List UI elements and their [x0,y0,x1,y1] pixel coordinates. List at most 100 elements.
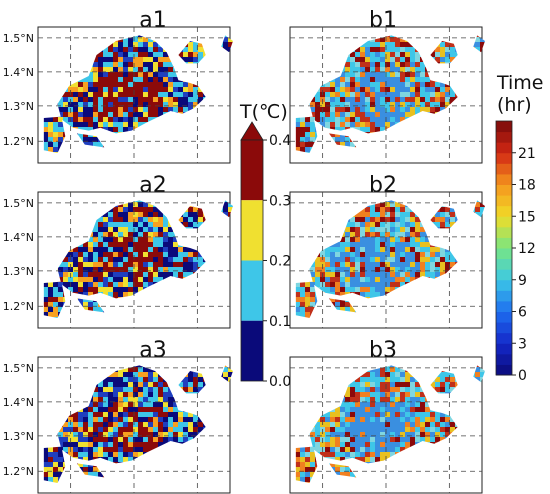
map-cell [103,227,108,232]
map-cell [148,277,153,282]
map-cell [158,237,163,242]
map-cell [405,107,410,112]
map-cell [123,67,128,72]
map-cell [295,282,300,287]
map-cell [158,82,163,87]
map-cell [108,392,113,397]
map-cell [133,42,138,47]
map-cell [103,222,108,227]
map-cell [370,247,375,252]
map-cell [415,232,420,237]
map-cell [193,47,198,52]
map-cell [153,387,158,392]
map-cell [58,127,63,132]
map-cell [83,117,88,122]
map-cell [118,417,123,422]
map-cell [108,52,113,57]
map-cell [138,47,143,52]
map-cell [345,117,350,122]
map-cell [395,272,400,277]
map-cell [450,222,455,227]
map-cell [173,422,178,427]
map-cell [340,72,345,77]
map-cell [445,97,450,102]
map-cell [375,67,380,72]
map-cell [385,282,390,287]
map-cell [83,82,88,87]
map-cell [430,87,435,92]
map-cell [375,97,380,102]
map-cell [143,117,148,122]
map-cell [153,67,158,72]
map-cell [335,292,340,297]
map-cell [410,252,415,257]
map-cell [108,247,113,252]
map-cell [330,97,335,102]
map-cell [385,227,390,232]
map-cell [83,247,88,252]
map-cell [143,392,148,397]
map-cell [188,247,193,252]
map-cell [183,417,188,422]
map-cell [118,382,123,387]
map-cell [108,122,113,127]
map-cell [340,252,345,257]
map-cell [420,77,425,82]
map-cell [183,92,188,97]
map-cell [380,292,385,297]
map-cell [188,267,193,272]
map-cell [148,82,153,87]
map-cell [410,102,415,107]
map-cell [48,287,53,292]
map-cell [445,87,450,92]
map-cell [138,102,143,107]
map-cell [43,132,48,137]
map-cell [325,287,330,292]
map-cell [43,127,48,132]
map-cell [58,307,63,312]
map-cell [133,372,138,377]
map-cell [173,242,178,247]
map-cell [390,212,395,217]
map-cell [183,267,188,272]
map-cell [138,242,143,247]
map-cell [340,117,345,122]
map-cell [355,217,360,222]
map-cell [143,402,148,407]
map-cell [335,107,340,112]
map-cell [380,267,385,272]
map-cell [88,307,93,312]
map-cell [168,227,173,232]
map-cell [108,242,113,247]
map-cell [88,107,93,112]
map-cell [153,372,158,377]
map-cell [305,152,310,154]
map-cell [78,412,83,417]
map-cell [350,107,355,112]
map-cell [445,207,450,212]
map-cell [168,257,173,262]
map-cell [375,222,380,227]
map-cell [93,402,98,407]
map-cell [198,222,203,227]
map-cell [163,217,168,222]
map-cell [163,237,168,242]
map-cell [138,52,143,57]
map-cell [350,227,355,232]
map-cell [380,87,385,92]
map-cell [143,252,148,257]
map-cell [410,52,415,57]
map-cell [123,282,128,287]
map-cell [103,287,108,292]
map-cell [48,312,53,317]
map-cell [345,82,350,87]
map-cell [73,92,78,97]
map-cell [103,387,108,392]
map-cell [73,247,78,252]
map-cell [163,57,168,62]
map-cell [390,102,395,107]
map-cell [163,392,168,397]
map-cell [113,267,118,272]
map-cell [58,287,63,292]
map-cell [148,72,153,77]
